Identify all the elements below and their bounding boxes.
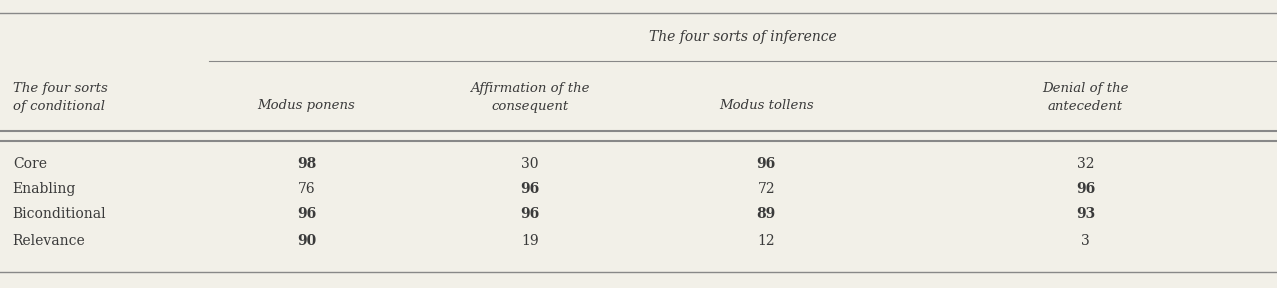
Text: 89: 89 <box>756 207 776 221</box>
Text: Relevance: Relevance <box>13 234 86 248</box>
Text: 96: 96 <box>756 157 776 170</box>
Text: Core: Core <box>13 157 47 170</box>
Text: 98: 98 <box>296 157 317 170</box>
Text: 93: 93 <box>1075 207 1096 221</box>
Text: 72: 72 <box>757 182 775 196</box>
Text: Affirmation of the
consequent: Affirmation of the consequent <box>470 82 590 113</box>
Text: Biconditional: Biconditional <box>13 207 106 221</box>
Text: 90: 90 <box>296 234 317 248</box>
Text: The four sorts of inference: The four sorts of inference <box>649 30 838 44</box>
Text: 96: 96 <box>1075 182 1096 196</box>
Text: 96: 96 <box>520 207 540 221</box>
Text: Modus tollens: Modus tollens <box>719 98 813 112</box>
Text: 12: 12 <box>757 234 775 248</box>
Text: Enabling: Enabling <box>13 182 77 196</box>
Text: 30: 30 <box>521 157 539 170</box>
Text: 96: 96 <box>296 207 317 221</box>
Text: Modus ponens: Modus ponens <box>258 98 355 112</box>
Text: 96: 96 <box>520 182 540 196</box>
Text: Denial of the
antecedent: Denial of the antecedent <box>1042 82 1129 113</box>
Text: The four sorts
of conditional: The four sorts of conditional <box>13 82 107 113</box>
Text: 19: 19 <box>521 234 539 248</box>
Text: 32: 32 <box>1077 157 1094 170</box>
Text: 3: 3 <box>1082 234 1089 248</box>
Text: 76: 76 <box>298 182 315 196</box>
